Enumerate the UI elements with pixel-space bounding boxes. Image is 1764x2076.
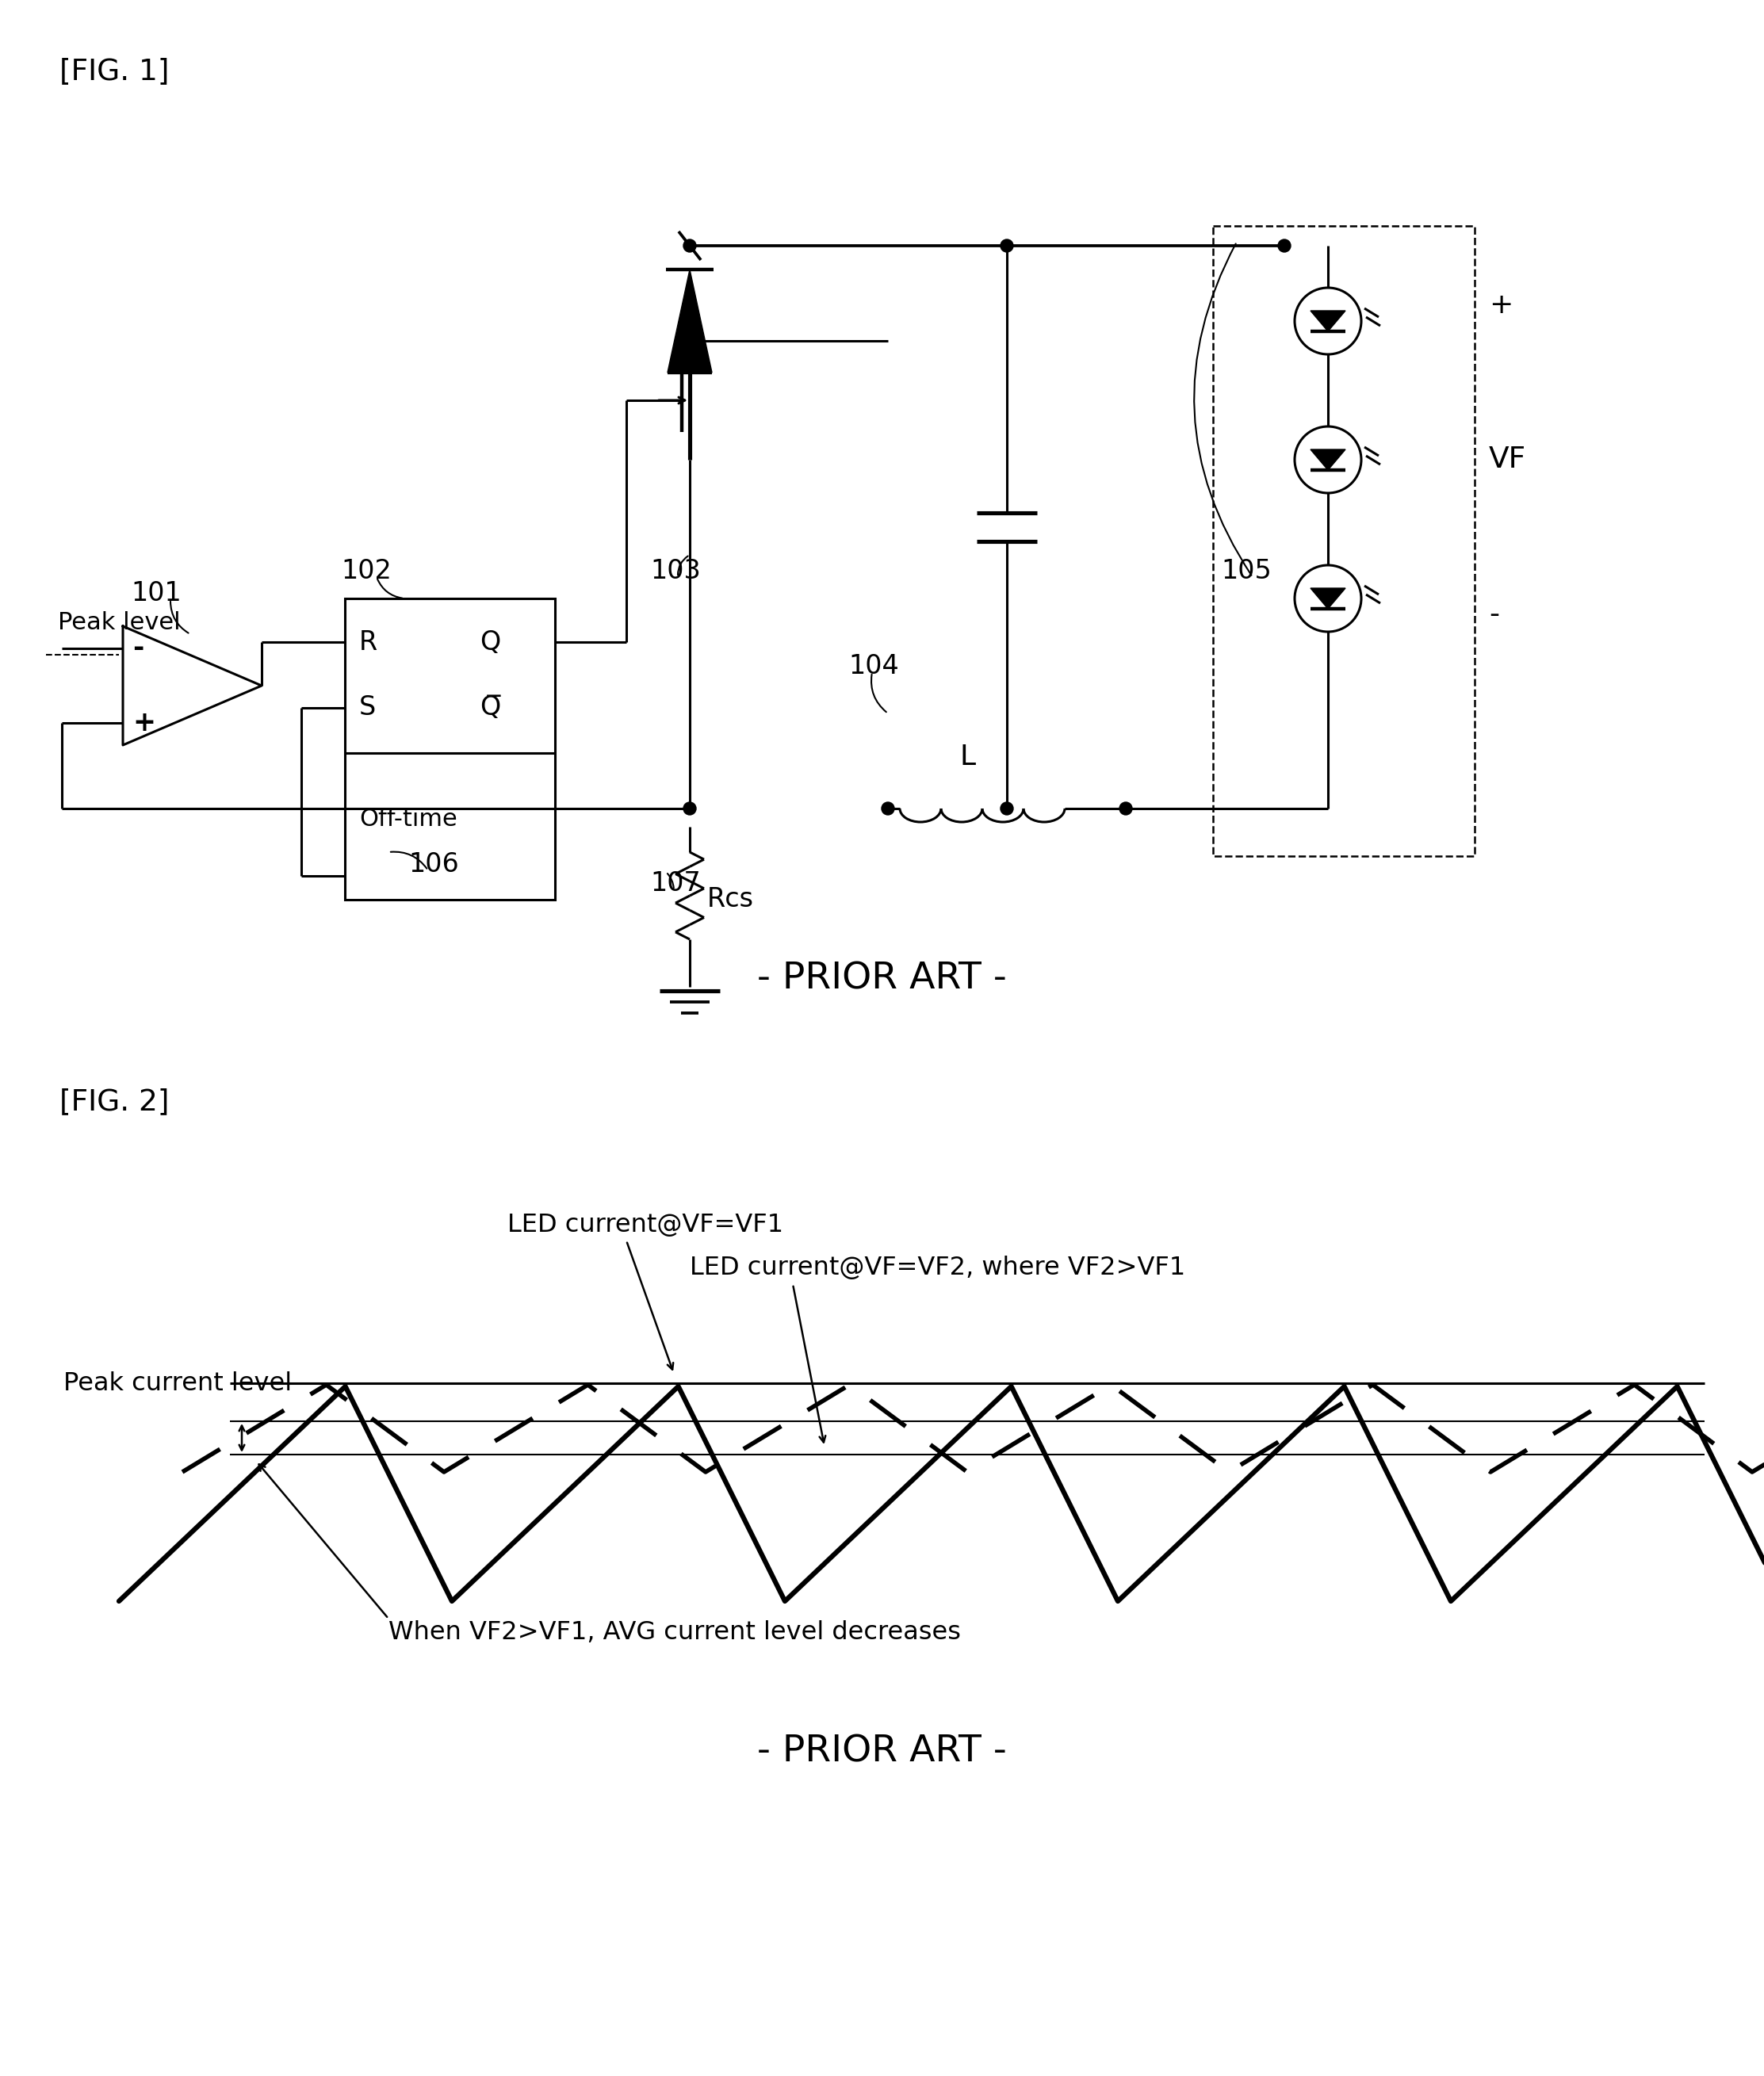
Text: VF: VF: [1489, 446, 1526, 473]
Text: S: S: [360, 695, 376, 720]
Text: LED current@VF=VF1: LED current@VF=VF1: [508, 1212, 783, 1237]
Text: +: +: [132, 710, 155, 737]
Polygon shape: [123, 627, 261, 745]
Circle shape: [1000, 801, 1013, 816]
Text: +: +: [1489, 293, 1514, 318]
Text: 106: 106: [407, 851, 459, 876]
Bar: [1214, 226, 1475, 855]
Text: Rcs: Rcs: [707, 886, 753, 913]
Text: R: R: [360, 629, 377, 656]
Text: 107: 107: [651, 870, 700, 897]
Text: 101: 101: [131, 579, 182, 606]
Text: Q: Q: [480, 629, 501, 656]
Text: Peak current level: Peak current level: [64, 1370, 291, 1395]
Circle shape: [1000, 239, 1013, 251]
Circle shape: [882, 801, 894, 816]
Text: 102: 102: [340, 558, 392, 583]
Polygon shape: [1311, 448, 1346, 469]
Text: Q̅: Q̅: [480, 695, 501, 720]
Circle shape: [1277, 239, 1291, 251]
Text: - PRIOR ART -: - PRIOR ART -: [757, 961, 1007, 996]
Text: Peak level: Peak level: [58, 612, 180, 635]
Circle shape: [1120, 801, 1132, 816]
Text: When VF2>VF1, AVG current level decreases: When VF2>VF1, AVG current level decrease…: [388, 1621, 961, 1644]
Text: [FIG. 1]: [FIG. 1]: [60, 56, 169, 85]
Text: -: -: [132, 635, 145, 662]
Text: 103: 103: [651, 558, 700, 583]
Text: L: L: [960, 743, 975, 770]
Text: LED current@VF=VF2, where VF2>VF1: LED current@VF=VF2, where VF2>VF1: [690, 1256, 1185, 1281]
Text: -: -: [1489, 600, 1499, 627]
Bar: [346, 598, 556, 899]
Circle shape: [683, 239, 697, 251]
Text: 104: 104: [848, 652, 900, 679]
Circle shape: [683, 801, 697, 816]
Polygon shape: [1311, 311, 1346, 332]
Polygon shape: [667, 270, 713, 372]
Text: [FIG. 2]: [FIG. 2]: [60, 1088, 169, 1117]
Text: 105: 105: [1221, 558, 1272, 583]
Text: Off-time: Off-time: [360, 808, 457, 830]
Text: - PRIOR ART -: - PRIOR ART -: [757, 1733, 1007, 1769]
Polygon shape: [1311, 588, 1346, 608]
